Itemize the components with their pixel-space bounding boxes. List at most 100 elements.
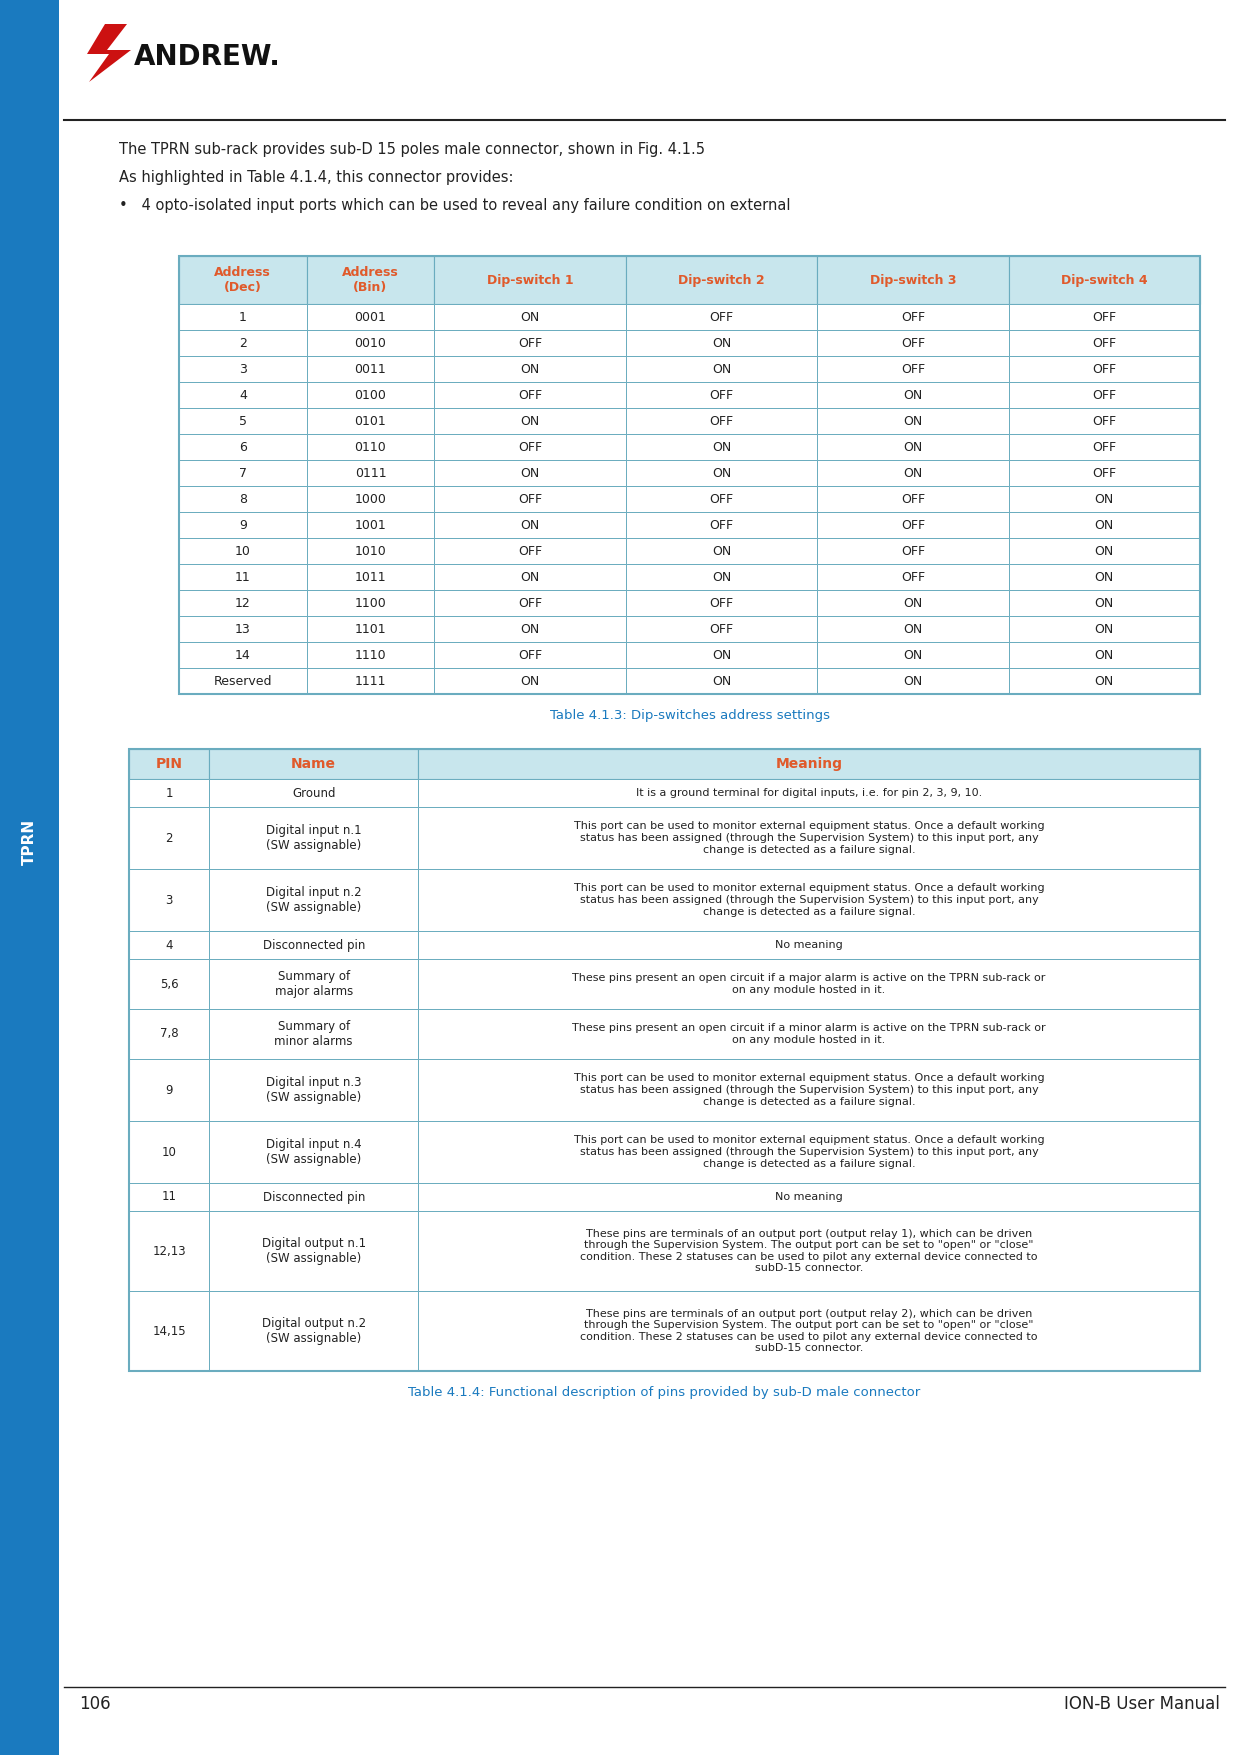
Bar xyxy=(434,330,626,356)
Text: 0011: 0011 xyxy=(355,363,387,376)
Bar xyxy=(626,539,817,563)
Bar xyxy=(179,563,306,590)
Text: The TPRN sub-rack provides sub-D 15 poles male connector, shown in Fig. 4.1.5: The TPRN sub-rack provides sub-D 15 pole… xyxy=(119,142,706,156)
Bar xyxy=(210,1009,418,1058)
Text: ON: ON xyxy=(521,467,539,479)
Bar xyxy=(434,407,626,433)
Text: 1110: 1110 xyxy=(355,649,386,662)
Text: 1001: 1001 xyxy=(355,518,387,532)
Bar xyxy=(129,749,210,779)
Text: ON: ON xyxy=(1095,544,1114,558)
Text: ON: ON xyxy=(521,311,539,323)
Text: Digital output n.1
(SW assignable): Digital output n.1 (SW assignable) xyxy=(262,1237,366,1265)
Bar xyxy=(434,590,626,616)
Bar xyxy=(626,304,817,330)
Bar xyxy=(434,383,626,407)
Bar xyxy=(179,512,306,539)
Text: Address
(Bin): Address (Bin) xyxy=(342,267,399,295)
Bar xyxy=(626,256,817,304)
Text: OFF: OFF xyxy=(518,441,542,453)
Text: ON: ON xyxy=(903,441,923,453)
Bar xyxy=(306,256,434,304)
Bar xyxy=(1008,256,1200,304)
Bar xyxy=(306,433,434,460)
Bar xyxy=(129,1009,210,1058)
Text: 3: 3 xyxy=(165,893,172,907)
Bar xyxy=(418,1211,1200,1292)
Text: ON: ON xyxy=(712,363,732,376)
Text: Dip-switch 2: Dip-switch 2 xyxy=(678,274,765,286)
Bar xyxy=(434,616,626,642)
Polygon shape xyxy=(79,25,131,82)
Text: Disconnected pin: Disconnected pin xyxy=(263,939,365,951)
Bar xyxy=(129,1183,210,1211)
Bar xyxy=(626,407,817,433)
Bar xyxy=(210,749,418,779)
Text: ON: ON xyxy=(903,467,923,479)
Text: OFF: OFF xyxy=(1092,311,1116,323)
Text: ON: ON xyxy=(712,337,732,349)
Bar xyxy=(179,539,306,563)
Text: 0010: 0010 xyxy=(355,337,387,349)
Bar xyxy=(817,356,1008,383)
Text: ON: ON xyxy=(1095,649,1114,662)
Text: ON: ON xyxy=(903,414,923,428)
Bar xyxy=(817,486,1008,512)
Text: 1011: 1011 xyxy=(355,570,386,583)
Bar xyxy=(179,256,1200,693)
Bar xyxy=(0,0,60,1755)
Bar xyxy=(418,1183,1200,1211)
Text: Meaning: Meaning xyxy=(775,756,843,770)
Text: 12,13: 12,13 xyxy=(153,1244,186,1258)
Text: Name: Name xyxy=(291,756,336,770)
Text: 1100: 1100 xyxy=(355,597,387,609)
Bar xyxy=(306,383,434,407)
Text: ION-B User Manual: ION-B User Manual xyxy=(1064,1695,1220,1713)
Bar xyxy=(306,486,434,512)
Bar xyxy=(179,590,306,616)
Bar xyxy=(817,433,1008,460)
Text: Address
(Dec): Address (Dec) xyxy=(215,267,272,295)
Bar xyxy=(210,1058,418,1121)
Bar xyxy=(129,779,210,807)
Bar xyxy=(210,779,418,807)
Text: OFF: OFF xyxy=(709,311,734,323)
Text: OFF: OFF xyxy=(900,337,925,349)
Text: These pins present an open circuit if a major alarm is active on the TPRN sub-ra: These pins present an open circuit if a … xyxy=(573,974,1045,995)
Text: OFF: OFF xyxy=(1092,388,1116,402)
Text: OFF: OFF xyxy=(1092,441,1116,453)
Text: 6: 6 xyxy=(239,441,247,453)
Bar xyxy=(817,304,1008,330)
Bar xyxy=(210,869,418,930)
Text: TPRN: TPRN xyxy=(22,820,37,865)
Bar xyxy=(418,1121,1200,1183)
Text: 5: 5 xyxy=(239,414,247,428)
Bar xyxy=(418,749,1200,779)
Bar xyxy=(626,383,817,407)
Bar xyxy=(626,616,817,642)
Bar xyxy=(129,930,210,958)
Bar xyxy=(179,356,306,383)
Text: Summary of
minor alarms: Summary of minor alarms xyxy=(274,1020,353,1048)
Bar xyxy=(1008,669,1200,693)
Bar xyxy=(210,930,418,958)
Bar xyxy=(179,407,306,433)
Bar xyxy=(626,433,817,460)
Bar xyxy=(626,356,817,383)
Text: 0001: 0001 xyxy=(355,311,387,323)
Bar xyxy=(434,433,626,460)
Bar xyxy=(817,256,1008,304)
Text: ON: ON xyxy=(1095,623,1114,635)
Text: ON: ON xyxy=(1095,674,1114,688)
Text: OFF: OFF xyxy=(518,388,542,402)
Bar xyxy=(1008,616,1200,642)
Bar xyxy=(817,512,1008,539)
Bar xyxy=(1008,433,1200,460)
Text: 0100: 0100 xyxy=(355,388,387,402)
Text: ON: ON xyxy=(903,597,923,609)
Text: Table 4.1.3: Dip-switches address settings: Table 4.1.3: Dip-switches address settin… xyxy=(549,709,830,721)
Text: 14: 14 xyxy=(234,649,250,662)
Bar xyxy=(306,563,434,590)
Text: Digital output n.2
(SW assignable): Digital output n.2 (SW assignable) xyxy=(262,1316,366,1344)
Bar xyxy=(1008,539,1200,563)
